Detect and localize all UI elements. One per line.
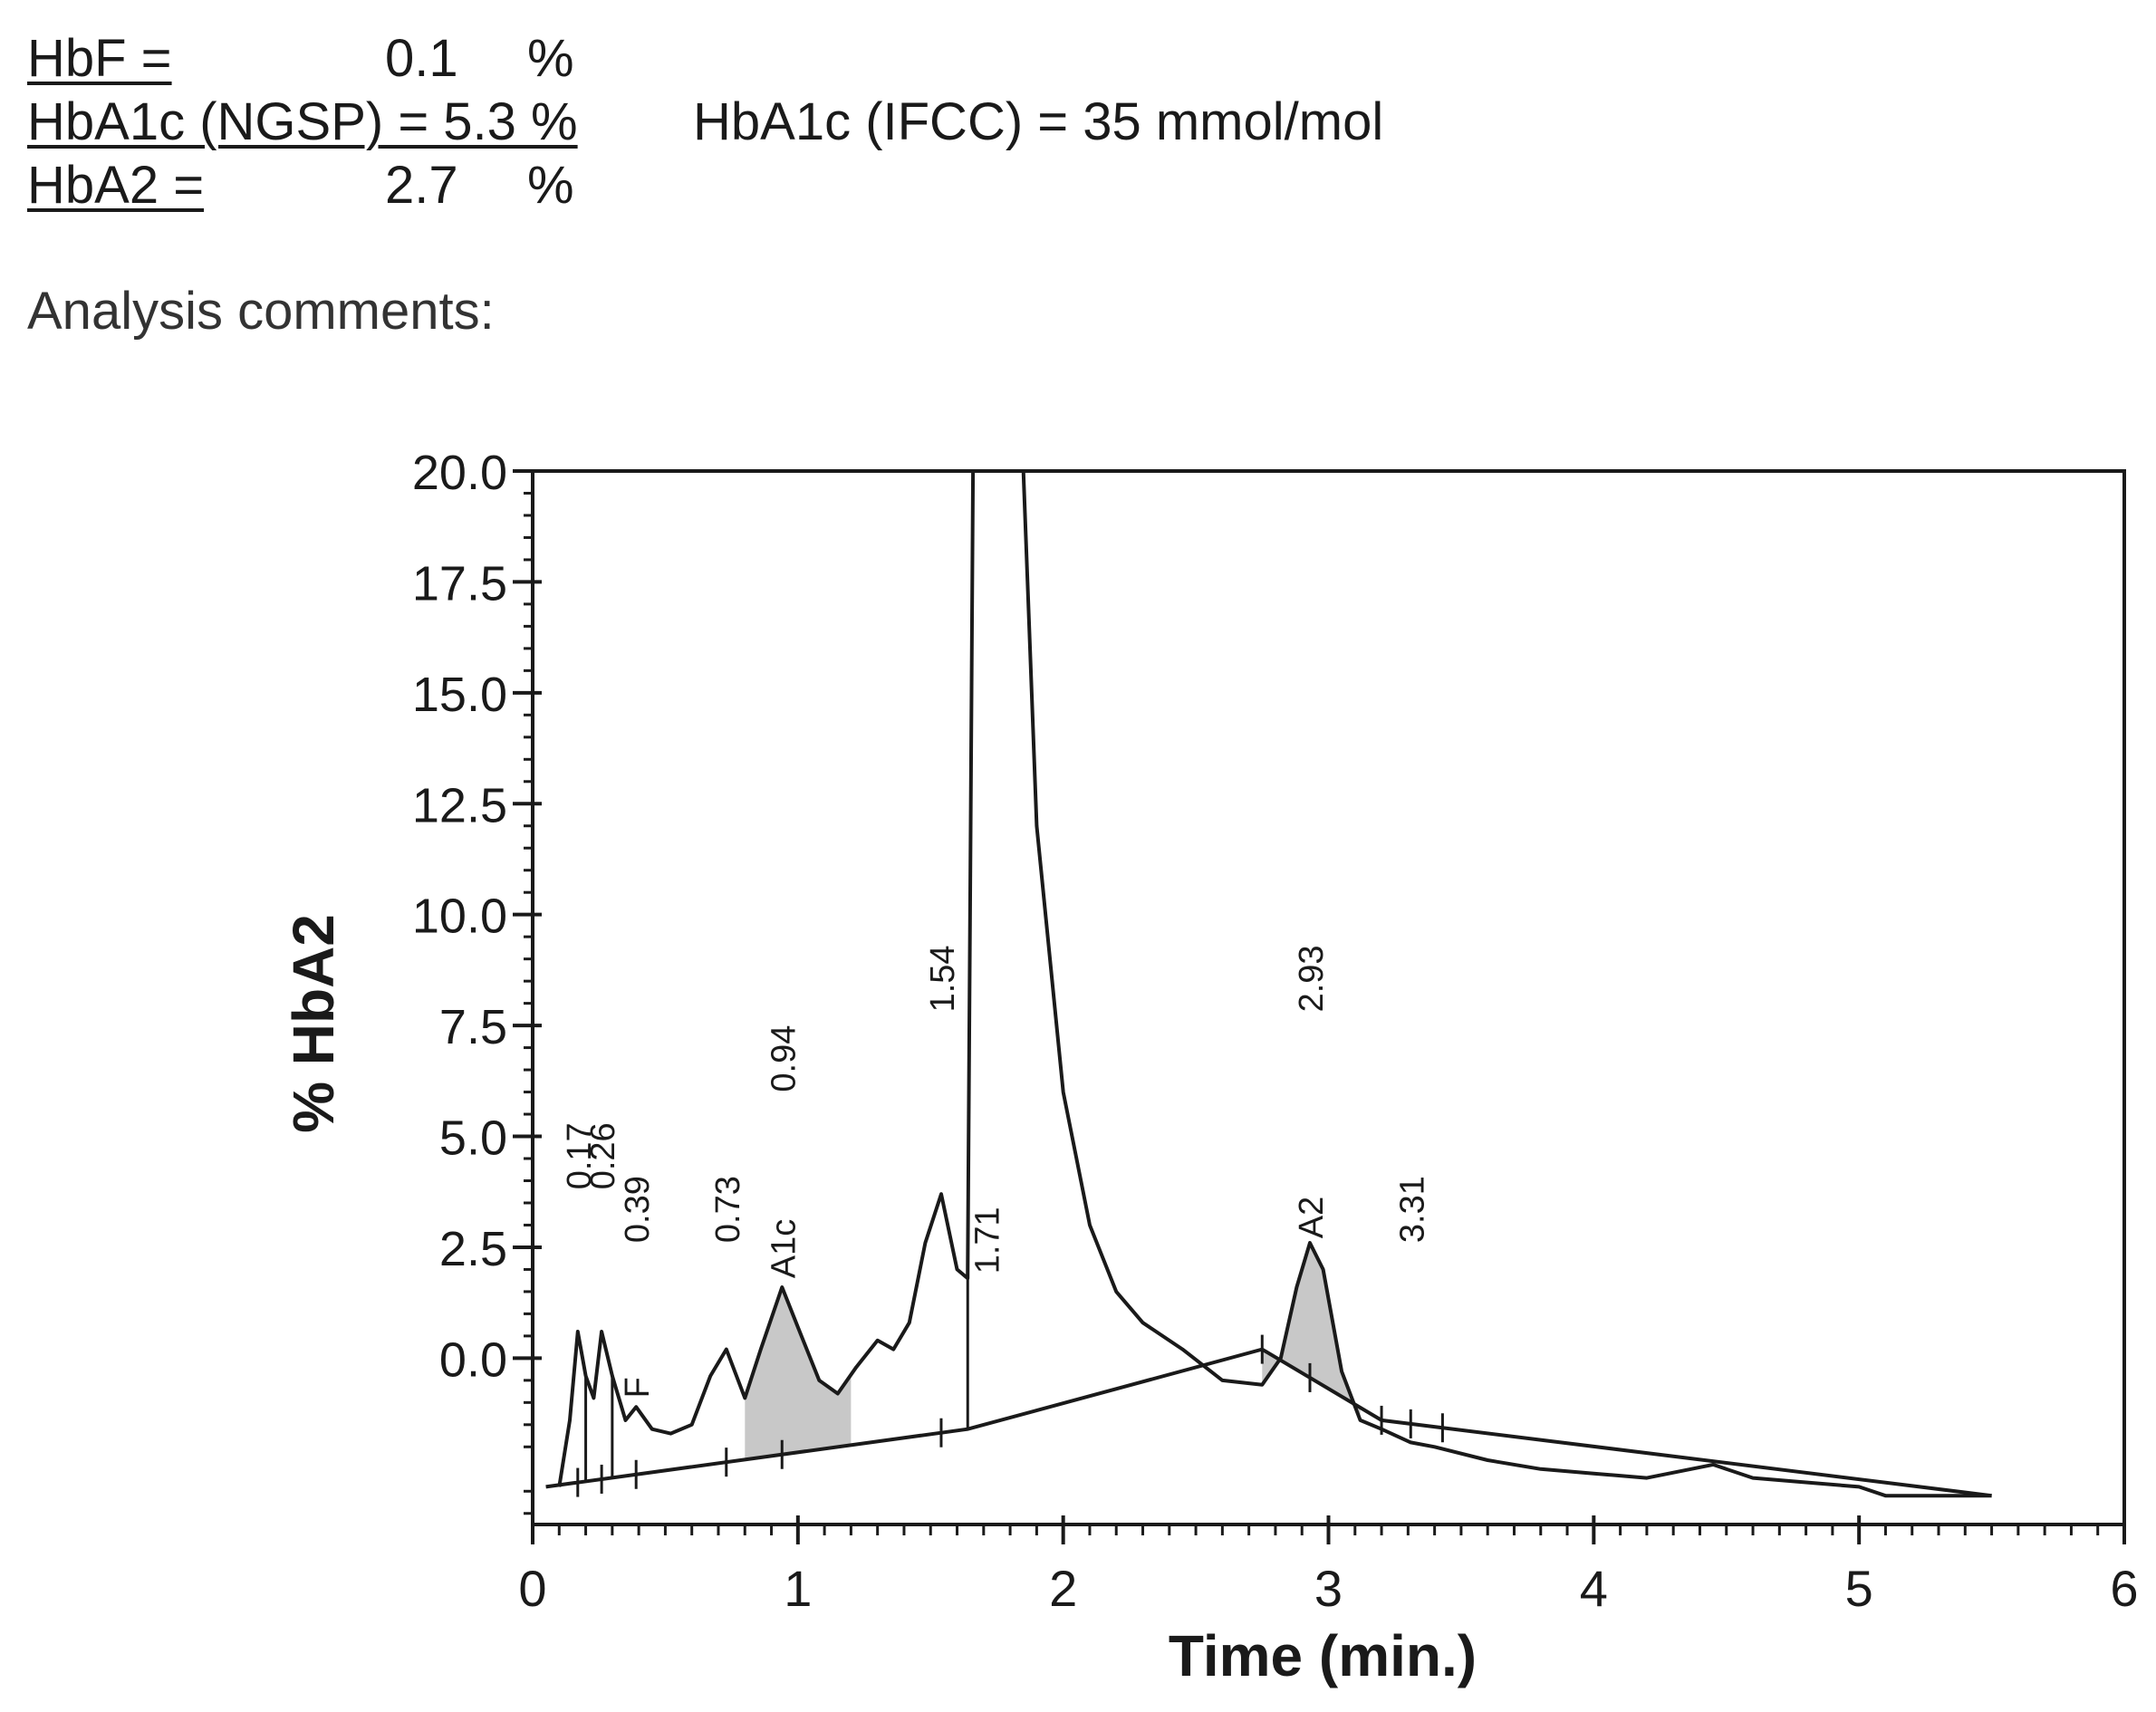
x-tick-label: 3: [1314, 1560, 1343, 1617]
peak-label-0-73: 0.73: [709, 1176, 747, 1243]
y-tick-label: 5.0: [439, 1111, 507, 1166]
chart-axes: 0.0 2.5 5.0 7.5 10.0 12.5 15.0 17.5 20.0 0 1 2 3 4 5 6: [412, 446, 2139, 1617]
peak-labels: 0.170.260.39 0.73 0.94 1.54 1.71 2.93 3.31 F A1c…: [561, 945, 1432, 1398]
peak-label-0-39: 0.39: [619, 1176, 657, 1243]
hbf-label: HbF =: [27, 29, 172, 88]
peak-label-a1c: A1c: [765, 1219, 803, 1278]
chromatogram-trace: [557, 469, 1992, 1498]
hba2-unit: %: [527, 156, 574, 215]
y-tick-label: 10.0: [412, 890, 507, 944]
y-tick-label: 15.0: [412, 668, 507, 722]
peak-label-1-54: 1.54: [924, 945, 962, 1012]
hba1c-label: HbA1c (NGSP) = 5.3 %: [27, 92, 578, 151]
hba2-label: HbA2 =: [27, 156, 205, 215]
y-tick-label: 2.5: [439, 1222, 507, 1276]
a2-peak-shading: [1262, 1246, 1361, 1420]
y-tick-label: 12.5: [412, 778, 507, 832]
peak-label-0-94: 0.94: [765, 1025, 803, 1092]
a1c-peak-shading: [745, 1287, 852, 1460]
hbf-unit: %: [527, 29, 574, 88]
y-axis-label: % HbA2: [281, 914, 346, 1133]
hba2-value: 2.7: [385, 156, 458, 215]
x-axis-label: Time (min.): [1169, 1623, 1477, 1688]
peak-label-f: F: [619, 1377, 657, 1398]
analysis-comments-label: Analysis comments:: [27, 282, 495, 341]
x-tick-label: 0: [518, 1560, 546, 1617]
x-tick-label: 4: [1580, 1560, 1608, 1617]
y-tick-label: 0.0: [439, 1332, 507, 1387]
y-tick-label: 7.5: [439, 1000, 507, 1054]
x-tick-label: 2: [1049, 1560, 1077, 1617]
peak-label-2-93: 2.93: [1293, 945, 1331, 1012]
x-tick-label: 5: [1845, 1560, 1873, 1617]
x-tick-label: 1: [784, 1560, 812, 1617]
hba1c-ifcc: HbA1c (IFCC) = 35 mmol/mol: [693, 92, 1384, 151]
x-tick-label: 6: [2110, 1560, 2138, 1617]
plot-lines: [545, 469, 1992, 1498]
hbf-value: 0.1: [385, 29, 458, 88]
y-tick-label: 20.0: [412, 446, 507, 500]
y-tick-label: 17.5: [412, 556, 507, 611]
peak-label-0-17: 0.17: [561, 1122, 599, 1189]
peak-label-0-26: 0.26: [584, 1122, 622, 1189]
peak-shading: [745, 1246, 1361, 1460]
peak-label-a2: A2: [1293, 1197, 1331, 1238]
peak-label-3-31: 3.31: [1393, 1176, 1431, 1243]
peak-label-1-71: 1.71: [969, 1207, 1007, 1274]
